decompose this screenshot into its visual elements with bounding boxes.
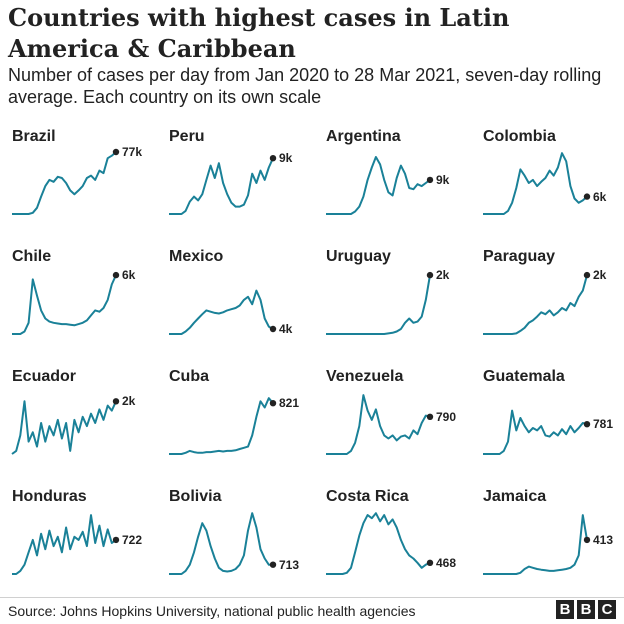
bbc-logo-letter: C — [598, 600, 616, 619]
end-value-label: 2k — [122, 394, 136, 409]
series-line — [169, 397, 274, 455]
end-point-marker — [583, 536, 591, 544]
end-point-marker — [112, 271, 120, 279]
end-value-label: 9k — [279, 151, 293, 166]
end-value-label: 2k — [436, 268, 450, 283]
end-value-label: 713 — [279, 557, 300, 572]
panel-title: Cuba — [169, 368, 209, 385]
end-point-marker — [269, 325, 277, 333]
series-line — [483, 274, 588, 335]
bbc-logo-letter: B — [556, 600, 574, 619]
panel-title: Guatemala — [483, 368, 565, 385]
series-line — [326, 394, 431, 455]
series-line — [11, 400, 117, 455]
panel-title: Bolivia — [169, 488, 222, 505]
series-line — [326, 512, 431, 575]
end-value-label: 821 — [279, 396, 300, 411]
bbc-logo-letter: B — [577, 600, 595, 619]
series-line — [326, 274, 431, 335]
series-line — [169, 289, 274, 335]
panel-title: Brazil — [12, 128, 56, 145]
end-point-marker — [426, 413, 434, 420]
footer-divider — [0, 597, 624, 598]
panel-title: Mexico — [169, 248, 224, 265]
panel-title: Argentina — [326, 128, 401, 145]
end-point-marker — [583, 271, 591, 279]
chart-title: Countries with highest cases in Latin Am… — [8, 3, 510, 63]
end-point-marker — [112, 148, 120, 156]
end-point-marker — [426, 559, 434, 566]
panel-title: Venezuela — [326, 368, 404, 385]
panel-title: Jamaica — [483, 488, 547, 505]
panel-title: Uruguay — [326, 248, 391, 265]
series-line — [169, 512, 273, 575]
chart-subtitle: Number of cases per day from Jan 2020 to… — [8, 65, 602, 107]
bbc-logo: B B C — [556, 600, 616, 619]
end-value-label: 790 — [436, 409, 457, 424]
end-value-label: 781 — [593, 417, 614, 432]
end-value-label: 9k — [436, 172, 450, 187]
end-point-marker — [112, 398, 120, 405]
end-value-label: 722 — [122, 532, 143, 547]
series-line — [483, 409, 588, 455]
end-point-marker — [112, 536, 120, 544]
end-value-label: 2k — [593, 268, 607, 283]
end-value-label: 468 — [436, 555, 457, 570]
series-line — [12, 274, 117, 335]
series-line — [326, 156, 431, 215]
series-line — [169, 157, 274, 215]
panel-title: Colombia — [483, 128, 556, 145]
end-value-label: 77k — [122, 145, 143, 159]
source-note: Source: Johns Hopkins University, nation… — [8, 603, 416, 619]
panel-title: Peru — [169, 128, 205, 145]
end-point-marker — [426, 176, 434, 184]
series-line — [483, 514, 588, 575]
end-value-label: 6k — [122, 268, 136, 283]
panel-title: Costa Rica — [326, 488, 409, 505]
series-line — [12, 151, 117, 215]
panel-title: Honduras — [12, 488, 87, 505]
end-point-marker — [426, 271, 434, 279]
end-point-marker — [269, 400, 277, 407]
end-value-label: 413 — [593, 532, 614, 547]
end-value-label: 4k — [279, 322, 293, 337]
end-point-marker — [269, 561, 277, 568]
series-line — [12, 514, 117, 575]
end-value-label: 6k — [593, 189, 607, 204]
series-line — [483, 152, 588, 215]
end-point-marker — [583, 193, 591, 200]
end-point-marker — [583, 421, 591, 428]
panel-title: Paraguay — [483, 248, 556, 265]
panel-title: Ecuador — [12, 368, 77, 385]
end-point-marker — [269, 155, 277, 162]
panel-title: Chile — [12, 248, 52, 265]
